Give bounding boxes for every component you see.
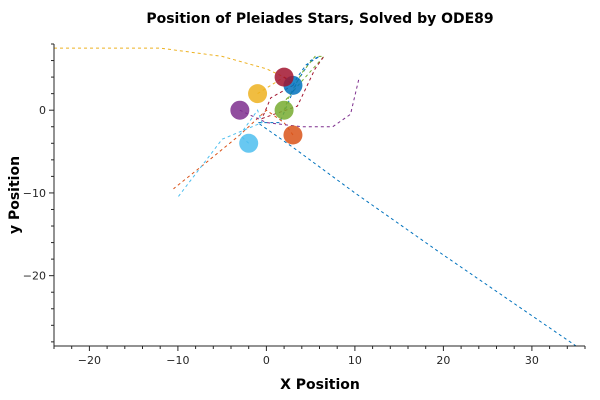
star-marker-6 <box>239 133 259 153</box>
chart-title: Position of Pleiades Stars, Solved by OD… <box>146 11 493 27</box>
axes: −20 −10 0 10 20 30 −20 −10 0 <box>23 43 586 367</box>
star-marker-7 <box>274 67 294 87</box>
trajectory-2 <box>173 109 294 190</box>
y-tick-label: 0 <box>39 104 46 117</box>
trajectory-4 <box>239 76 360 128</box>
y-tick-label: −20 <box>23 270 46 283</box>
plot-area <box>54 47 577 346</box>
star-marker-5 <box>274 100 294 120</box>
x-tick-label: 10 <box>348 354 362 367</box>
star-marker-3 <box>248 84 268 104</box>
x-tick-label: −20 <box>78 354 101 367</box>
x-tick-label: 20 <box>436 354 450 367</box>
star-marker-4 <box>230 100 250 120</box>
star-marker-2 <box>283 125 303 145</box>
x-tick-label: 0 <box>263 354 270 367</box>
trajectory-6 <box>177 109 263 198</box>
x-axis-label: X Position <box>280 377 360 393</box>
x-tick-label: 30 <box>525 354 539 367</box>
y-axis-label: y Position <box>7 156 23 234</box>
trajectory-5 <box>283 55 326 111</box>
trajectory-1 <box>256 55 577 346</box>
y-tick-label: −10 <box>23 187 46 200</box>
plot-content <box>54 47 577 346</box>
x-tick-label: −10 <box>166 354 189 367</box>
